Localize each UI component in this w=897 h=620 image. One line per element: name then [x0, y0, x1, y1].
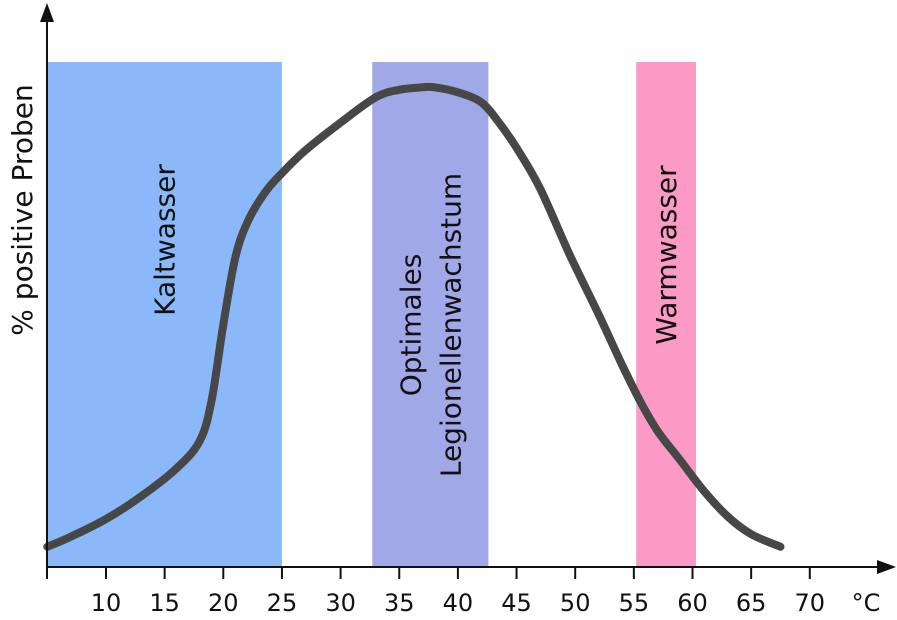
x-tick-label: 35 — [384, 589, 415, 617]
band-label-2: Warmwasser — [650, 165, 683, 345]
band-2 — [636, 62, 697, 567]
series-layer — [43, 82, 785, 551]
axes — [40, 3, 896, 574]
band-1 — [372, 62, 489, 567]
x-tick-label: 70 — [795, 589, 826, 617]
x-tick-label: 60 — [677, 589, 708, 617]
x-tick-label: 30 — [325, 589, 356, 617]
x-tick-label: 45 — [501, 589, 532, 617]
x-tick-label: 10 — [91, 589, 122, 617]
band-label-line: Warmwasser — [650, 165, 683, 345]
x-axis-arrow — [877, 560, 896, 574]
band-label-line: Legionellenwachstum — [434, 173, 467, 477]
series-line-0 — [43, 82, 785, 551]
x-ticks: 10 15 20 25 30 35 40 45 50 55 60 65 70 — [46, 567, 826, 617]
x-tick-label: 20 — [208, 589, 239, 617]
band-label-1: Optimales Legionellenwachstum — [394, 173, 467, 477]
band-label-line: Optimales — [394, 254, 427, 397]
x-tick-label: 40 — [443, 589, 474, 617]
band-layer: Kaltwasser Optimales Legionellenwachstum Wa… — [47, 62, 697, 567]
x-tick-label: 50 — [560, 589, 591, 617]
y-axis-label: % positive Proben — [6, 84, 39, 335]
x-tick-label: 55 — [619, 589, 650, 617]
x-unit-label: °C — [852, 589, 881, 617]
x-tick-label: 65 — [736, 589, 767, 617]
x-tick-label: 25 — [267, 589, 298, 617]
x-tick-label: 15 — [149, 589, 180, 617]
band-label-0: Kaltwasser — [149, 164, 182, 316]
band-label-line: Kaltwasser — [149, 164, 182, 316]
y-axis-arrow — [40, 3, 54, 22]
